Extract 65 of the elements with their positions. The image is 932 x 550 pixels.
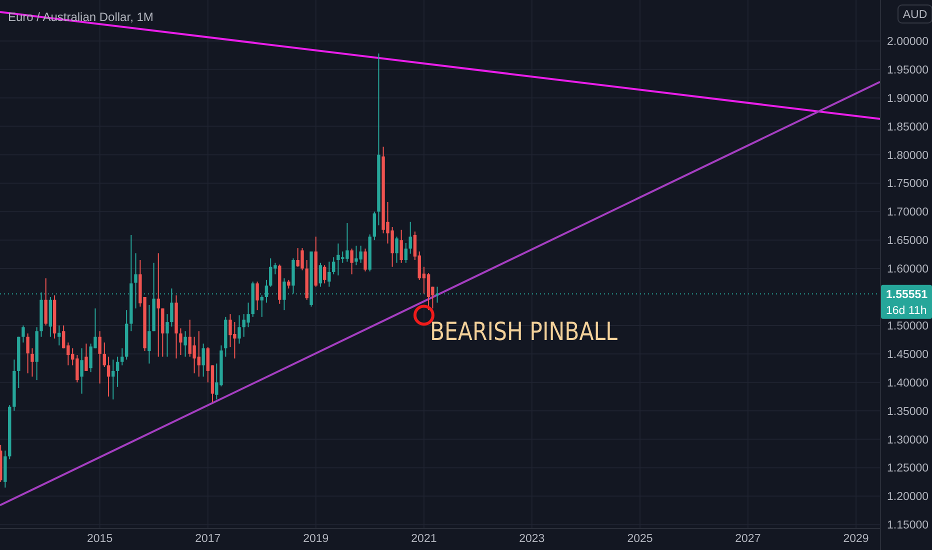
- y-tick-label: 1.80000: [887, 150, 929, 162]
- candlestick: [112, 359, 115, 400]
- candlestick: [84, 343, 88, 372]
- candlestick: [372, 211, 376, 241]
- candlestick: [148, 304, 151, 364]
- y-tick-label: 1.15000: [887, 520, 929, 532]
- ref-line-label: 1.55551: [886, 288, 928, 301]
- y-tick-label: 1.50000: [887, 320, 929, 332]
- candlestick: [22, 324, 25, 344]
- candlestick: [336, 243, 340, 276]
- candlestick: [350, 248, 354, 275]
- candlestick: [408, 221, 412, 254]
- candlestick: [328, 261, 331, 288]
- candlestick: [106, 356, 110, 398]
- candlestick: [238, 314, 241, 344]
- candlestick: [26, 332, 30, 374]
- y-tick-label: 1.35000: [887, 406, 929, 418]
- candlestick: [322, 264, 326, 284]
- text: 16d 11h: [886, 304, 927, 317]
- y-tick-label: 1.65000: [887, 235, 929, 248]
- candlestick: [364, 248, 367, 272]
- candlestick: [282, 278, 286, 311]
- candlestick: [98, 330, 102, 384]
- y-tick-label: 1.45000: [887, 348, 929, 361]
- candlestick: [395, 236, 398, 264]
- y-tick-label: 1.75000: [887, 178, 929, 190]
- y-tick-label: 1.30000: [887, 434, 929, 446]
- y-axis-title: AUD: [902, 9, 928, 21]
- y-tick-label: 1.95000: [887, 64, 929, 76]
- candlestick: [400, 229, 403, 264]
- candlestick: [58, 324, 61, 346]
- x-tick-label: 2023: [519, 533, 545, 545]
- x-tick-label: 2017: [195, 533, 221, 545]
- y-tick-label: 1.25000: [887, 462, 929, 475]
- y-tick-label: 1.90000: [887, 92, 929, 105]
- candlestick: [332, 256, 336, 275]
- x-tick-label: 2019: [303, 533, 329, 545]
- candlestick: [80, 348, 84, 394]
- y-tick-label: 1.40000: [887, 377, 929, 390]
- y-tick-label: 1.20000: [887, 491, 929, 504]
- x-tick-label: 2025: [627, 533, 653, 545]
- candlestick: [166, 314, 169, 358]
- candlestick: [318, 262, 322, 288]
- y-tick-label: 1.60000: [887, 264, 929, 276]
- annotation: BEARISH PINBALL: [430, 318, 618, 347]
- candlestick: [120, 348, 124, 366]
- candlestick: [260, 294, 264, 318]
- candlestick: [116, 356, 120, 388]
- candlestick: [179, 328, 182, 356]
- candlestick: [102, 342, 106, 368]
- x-tick-label: 2015: [87, 533, 113, 545]
- y-tick-label: 1.70000: [887, 206, 929, 219]
- candlestick: [426, 272, 430, 311]
- y-tick-label: 2.00000: [887, 36, 929, 48]
- candlestick: [404, 242, 408, 264]
- candlestick: [44, 278, 48, 326]
- x-tick-label: 2021: [411, 533, 437, 545]
- y-tick-label: 1.85000: [887, 121, 929, 134]
- candlestick: [202, 343, 205, 378]
- x-tick-label: 2027: [735, 533, 761, 545]
- candlestick: [30, 348, 34, 378]
- candlestick: [184, 330, 187, 358]
- candlestick: [256, 281, 259, 311]
- x-tick-label: 2029: [843, 533, 869, 545]
- candlestick: [156, 252, 160, 358]
